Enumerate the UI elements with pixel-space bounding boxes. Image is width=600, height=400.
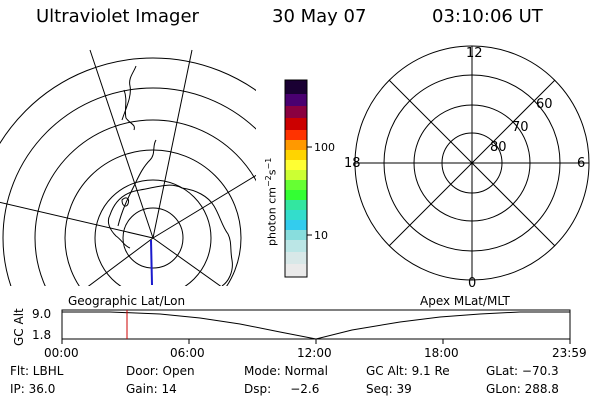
meridian-line <box>152 174 256 239</box>
south-america-coastline <box>121 65 137 131</box>
time-label: 03:10:06 UT <box>432 6 543 27</box>
mlt-line <box>388 79 556 247</box>
peninsula-coastline <box>117 139 157 227</box>
mlat-label-70: 70 <box>512 120 529 135</box>
altitude-curve <box>62 311 570 340</box>
antarctica-coastline <box>107 184 233 286</box>
gain-status: Gain: 14 <box>126 382 177 396</box>
dsp-status: Dsp: −2.6 <box>244 382 320 396</box>
island-coastline <box>121 197 129 207</box>
meridian-line <box>89 49 154 239</box>
latitude-circle <box>2 87 256 286</box>
altitude-xtick: 18:00 <box>424 346 459 360</box>
latitude-circle <box>64 149 242 286</box>
seq-status: Seq: 39 <box>366 382 412 396</box>
meridian-line <box>152 237 222 286</box>
mlat-label-80: 80 <box>490 140 507 155</box>
glon-status: GLon: 288.8 <box>486 382 559 396</box>
instrument-title: Ultraviolet Imager <box>36 6 199 27</box>
latitude-circle <box>122 207 184 269</box>
gc-alt-status: GC Alt: 9.1 Re <box>366 364 450 378</box>
altitude-plot <box>61 309 571 344</box>
altitude-xtick: 06:00 <box>170 346 205 360</box>
altitude-ytick-low: 1.8 <box>32 328 52 342</box>
door-status: Door: Open <box>126 364 195 378</box>
mlt-label-0: 0 <box>468 276 477 291</box>
glat-status: GLat: −70.3 <box>486 364 559 378</box>
apex-label: Apex MLat/MLT <box>420 294 510 308</box>
altitude-xtick: 00:00 <box>44 346 79 360</box>
pole-trace <box>150 239 153 286</box>
altitude-xtick: 23:59 <box>552 346 587 360</box>
colorbar-tick-10: 10 <box>314 229 328 242</box>
colorbar-tick-100: 100 <box>314 141 335 154</box>
altitude-ylabel: GC Alt <box>12 308 26 346</box>
meridian-line <box>87 237 154 286</box>
meridian-line <box>0 201 154 239</box>
geographic-label: Geographic Lat/Lon <box>68 294 186 308</box>
geographic-map <box>0 49 256 286</box>
mlat-label-60: 60 <box>536 97 553 112</box>
altitude-xtick: 12:00 <box>297 346 332 360</box>
date-label: 30 May 07 <box>272 6 367 27</box>
mlt-label-6: 6 <box>577 156 586 171</box>
mlt-label-12: 12 <box>466 46 483 61</box>
ip-status: IP: 36.0 <box>10 382 56 396</box>
latitude-circle <box>94 179 212 286</box>
meridian-line <box>152 49 193 239</box>
latitude-circle <box>34 119 256 286</box>
mode-status: Mode: Normal <box>244 364 328 378</box>
colorbar-unit-label: photon cm−2s−1 <box>264 157 279 246</box>
magnetic-polar-plot <box>354 45 590 281</box>
mlt-label-18: 18 <box>344 156 361 171</box>
latitude-circle <box>0 57 256 145</box>
color-bar <box>284 79 312 278</box>
altitude-ytick-high: 9.0 <box>32 307 52 321</box>
filter-status: Flt: LBHL <box>10 364 64 378</box>
